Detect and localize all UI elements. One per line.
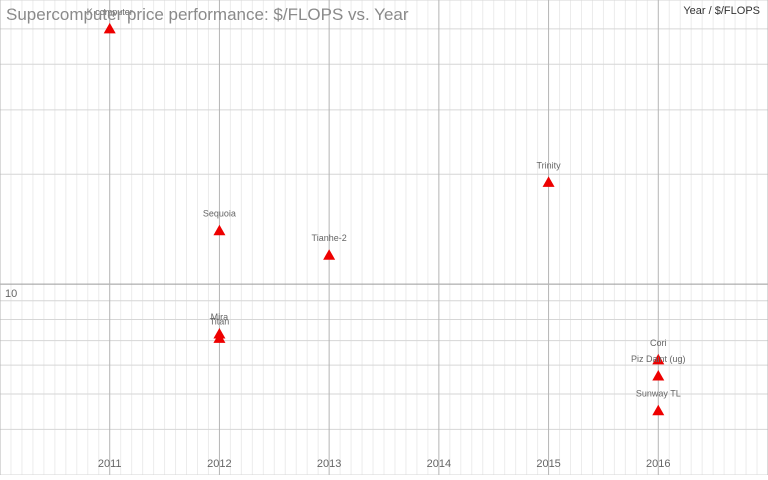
x-tick-label: 2015 (536, 458, 560, 470)
x-tick-label: 2012 (207, 458, 231, 470)
data-point (652, 353, 665, 365)
data-label: Mira (211, 312, 229, 322)
chart-title: Supercomputer price performance: $/FLOPS… (6, 5, 409, 24)
data-label: Trinity (536, 160, 561, 170)
data-label: Cori (650, 338, 667, 348)
data-label: Titan (210, 316, 230, 326)
x-tick-label: 2016 (646, 458, 670, 470)
y-tick-label: 10 (5, 288, 17, 300)
data-label: Sunway TL (636, 389, 681, 399)
data-point (542, 176, 555, 187)
data-point (652, 404, 665, 416)
x-tick-label: 2011 (98, 458, 122, 470)
data-label: Sequoia (203, 209, 236, 219)
data-label: Tianhe-2 (312, 233, 347, 243)
data-point (652, 370, 665, 381)
data-point (213, 224, 226, 236)
x-tick-label: 2014 (427, 458, 451, 470)
chart-legend: Year / $/FLOPS (683, 5, 760, 17)
data-label: Piz Daint (ug) (631, 354, 686, 364)
x-tick-label: 2013 (317, 458, 341, 470)
data-point (103, 22, 116, 34)
data-point (213, 332, 226, 343)
data-point (323, 249, 336, 260)
data-label: K computer (87, 7, 133, 17)
